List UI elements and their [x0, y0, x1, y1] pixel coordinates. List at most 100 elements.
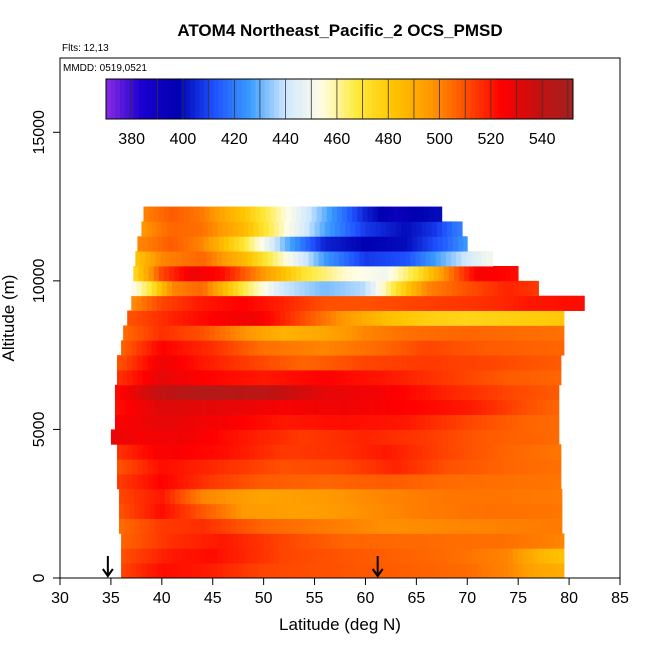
- heatmap-cell: [449, 488, 456, 505]
- heatmap-cell: [412, 444, 418, 460]
- heatmap-cell: [361, 310, 367, 326]
- heatmap-cell: [437, 370, 444, 386]
- heatmap-cell: [167, 370, 174, 386]
- heatmap-cell: [357, 206, 363, 222]
- heatmap-cell: [197, 563, 203, 579]
- heatmap-cell: [173, 236, 179, 252]
- x-tick-label: 85: [611, 590, 629, 607]
- heatmap-cell: [415, 399, 421, 415]
- heatmap-cell: [421, 533, 427, 549]
- heatmap-cell: [322, 488, 329, 505]
- heatmap-cell: [253, 340, 259, 356]
- heatmap-cell: [361, 236, 367, 252]
- heatmap-cell: [207, 429, 214, 445]
- heatmap-cell: [161, 548, 168, 564]
- heatmap-cell: [499, 266, 506, 282]
- heatmap-cell: [248, 221, 254, 237]
- heatmap-cell: [191, 414, 197, 430]
- heatmap-cell: [325, 474, 332, 490]
- heatmap-cell: [314, 221, 321, 237]
- heatmap-cell: [401, 548, 407, 564]
- heatmap-cell: [137, 355, 143, 371]
- heatmap-cell: [238, 221, 244, 237]
- heatmap-cell: [360, 280, 366, 297]
- heatmap-cell: [225, 488, 232, 505]
- heatmap-cell: [314, 548, 321, 564]
- heatmap-cell: [134, 488, 140, 505]
- heatmap-cell: [132, 474, 138, 490]
- heatmap-cell: [233, 533, 239, 549]
- heatmap-cell: [241, 518, 247, 534]
- heatmap-cell: [385, 563, 392, 579]
- heatmap-cell: [452, 548, 458, 564]
- heatmap-cell: [292, 518, 298, 534]
- heatmap-cell: [483, 310, 490, 326]
- heatmap-cell: [204, 325, 211, 341]
- heatmap-cell: [273, 221, 280, 237]
- heatmap-cell: [345, 533, 351, 549]
- heatmap-cell: [551, 488, 558, 505]
- heatmap-cell: [448, 266, 455, 282]
- heatmap-cell: [506, 414, 513, 430]
- heatmap-cell: [197, 280, 203, 297]
- heatmap-cell: [175, 488, 181, 505]
- heatmap-cell: [245, 266, 251, 282]
- heatmap-cell: [273, 429, 280, 445]
- heatmap-cell: [381, 236, 388, 252]
- heatmap-cell: [156, 221, 163, 237]
- heatmap-cell: [162, 370, 169, 386]
- latitude-arrow: [371, 556, 384, 578]
- heatmap-cell: [247, 399, 253, 415]
- heatmap-cell: [299, 429, 305, 445]
- x-tick-label: 45: [204, 590, 222, 607]
- x-tick-label: 60: [357, 590, 375, 607]
- heatmap-cell: [334, 221, 341, 237]
- heatmap-cell: [141, 429, 147, 445]
- heatmap-cell: [477, 548, 483, 564]
- heatmap-cell: [189, 325, 195, 341]
- colorbar-swatch: [362, 79, 369, 119]
- heatmap-cell: [529, 355, 535, 371]
- heatmap-cell: [306, 206, 312, 222]
- heatmap-cell: [186, 384, 192, 401]
- colorbar-swatch: [544, 79, 551, 119]
- heatmap-cell: [137, 459, 143, 475]
- heatmap-cell: [418, 325, 424, 341]
- heatmap-cell: [199, 325, 205, 341]
- heatmap-cell: [363, 488, 369, 505]
- heatmap-cell: [141, 340, 147, 356]
- heatmap-cell: [402, 444, 408, 460]
- heatmap-cell: [505, 518, 512, 534]
- heatmap-cell: [312, 488, 318, 505]
- heatmap-cell: [226, 399, 233, 415]
- heatmap-cell: [491, 251, 494, 267]
- heatmap-cell: [329, 429, 336, 445]
- colorbar-swatch: [437, 79, 443, 119]
- heatmap-cell: [356, 370, 362, 386]
- heatmap-cell: [125, 384, 131, 401]
- heatmap-cell: [549, 474, 556, 490]
- heatmap-cell: [468, 474, 474, 490]
- colorbar-swatch: [325, 79, 331, 119]
- heatmap-cell: [203, 474, 210, 490]
- heatmap-cell: [160, 384, 167, 401]
- colorbar-swatch: [451, 79, 457, 119]
- heatmap-cell: [152, 459, 159, 475]
- heatmap-cell: [318, 251, 325, 267]
- heatmap-cell: [506, 399, 513, 415]
- colorbar-swatch: [297, 79, 303, 119]
- heatmap-cell: [319, 548, 326, 564]
- heatmap-cell: [183, 236, 189, 252]
- heatmap-cell: [371, 236, 378, 252]
- heatmap-cell: [386, 236, 393, 252]
- heatmap-cell: [463, 236, 468, 252]
- heatmap-cell: [410, 414, 416, 430]
- heatmap-cell: [214, 325, 221, 341]
- heatmap-cell: [524, 459, 530, 475]
- heatmap-cell: [442, 236, 449, 252]
- heatmap-cell: [509, 370, 515, 386]
- heatmap-cell: [532, 384, 538, 401]
- heatmap-cell: [391, 370, 398, 386]
- heatmap-cell: [178, 444, 184, 460]
- heatmap-cell: [455, 488, 461, 505]
